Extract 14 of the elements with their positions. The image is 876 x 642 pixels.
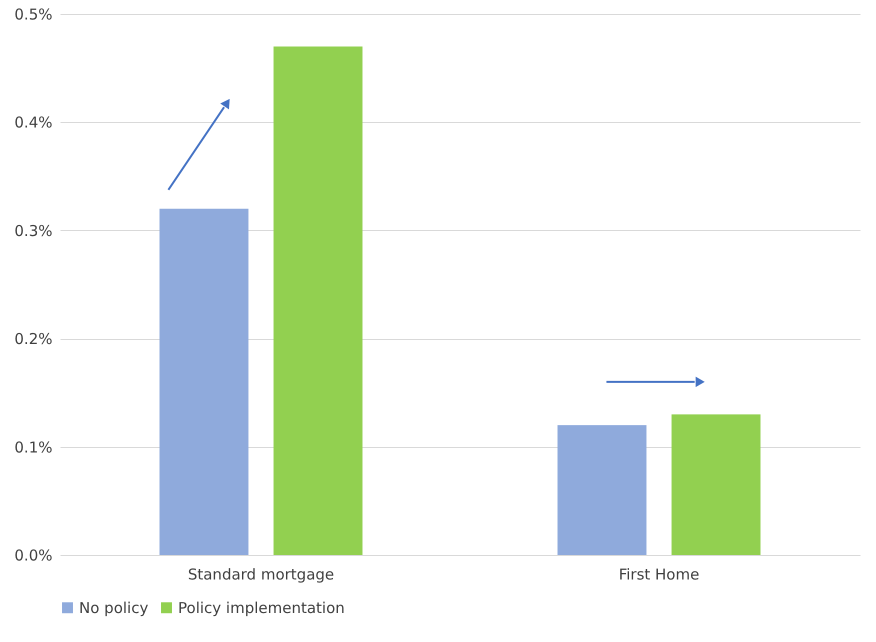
y-tick-label: 0.2% <box>14 330 52 348</box>
x-tick-label: First Home <box>618 566 700 584</box>
y-tick-label: 0.0% <box>14 546 52 564</box>
x-tick-label: Standard mortgage <box>188 566 334 584</box>
bar <box>274 46 362 555</box>
y-tick-label: 0.5% <box>14 6 52 24</box>
legend-label: No policy <box>79 598 148 617</box>
y-tick-label: 0.4% <box>14 114 52 132</box>
bar <box>672 414 760 555</box>
y-tick-label: 0.3% <box>14 222 52 240</box>
bar <box>160 208 248 555</box>
legend-label: Policy implementation <box>178 598 345 617</box>
y-tick-label: 0.1% <box>14 438 52 456</box>
bar <box>558 425 646 555</box>
